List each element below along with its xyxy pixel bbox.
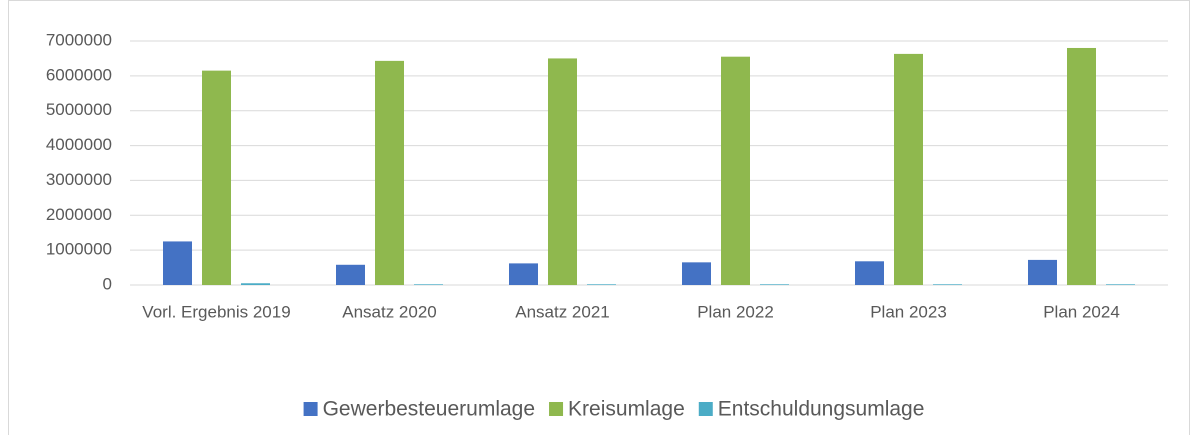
y-tick-label: 6000000 (46, 65, 112, 84)
bar (509, 263, 538, 285)
y-tick-label: 5000000 (46, 100, 112, 119)
chart-border (8, 0, 1190, 435)
bar (414, 284, 443, 285)
bar (587, 284, 616, 285)
y-tick-label: 3000000 (46, 170, 112, 189)
bar (760, 284, 789, 285)
x-tick-label: Ansatz 2020 (342, 302, 437, 321)
x-tick-label: Vorl. Ergebnis 2019 (142, 302, 290, 321)
y-tick-label: 4000000 (46, 135, 112, 154)
bar (548, 58, 577, 285)
bar (163, 241, 192, 285)
x-tick-label: Ansatz 2021 (515, 302, 610, 321)
y-tick-label: 7000000 (46, 30, 112, 49)
bar (933, 284, 962, 285)
legend-label: Gewerbesteuerumlage (323, 398, 535, 421)
bar (855, 261, 884, 285)
bar (1028, 259, 1057, 285)
x-tick-label: Plan 2023 (870, 302, 947, 321)
y-tick-label: 1000000 (46, 240, 112, 259)
x-tick-label: Plan 2022 (697, 302, 774, 321)
legend: Gewerbesteuerumlage Kreisumlage Entschuldu… (303, 398, 925, 421)
bar (1067, 47, 1096, 285)
legend-label: Entschuldungsumlage (718, 398, 925, 421)
legend-swatch (303, 402, 318, 416)
bar (721, 56, 750, 285)
bar (682, 262, 711, 285)
legend-label: Kreisumlage (568, 398, 685, 421)
bar (1106, 284, 1135, 285)
legend-swatch (549, 402, 564, 416)
bar (375, 60, 404, 285)
bar (202, 70, 231, 285)
y-tick-label: 0 (103, 274, 112, 293)
x-tick-label: Plan 2024 (1043, 302, 1120, 321)
bar (241, 283, 270, 285)
bar (336, 264, 365, 285)
y-tick-label: 2000000 (46, 205, 112, 224)
legend-swatch (698, 402, 713, 416)
bar (894, 53, 923, 286)
